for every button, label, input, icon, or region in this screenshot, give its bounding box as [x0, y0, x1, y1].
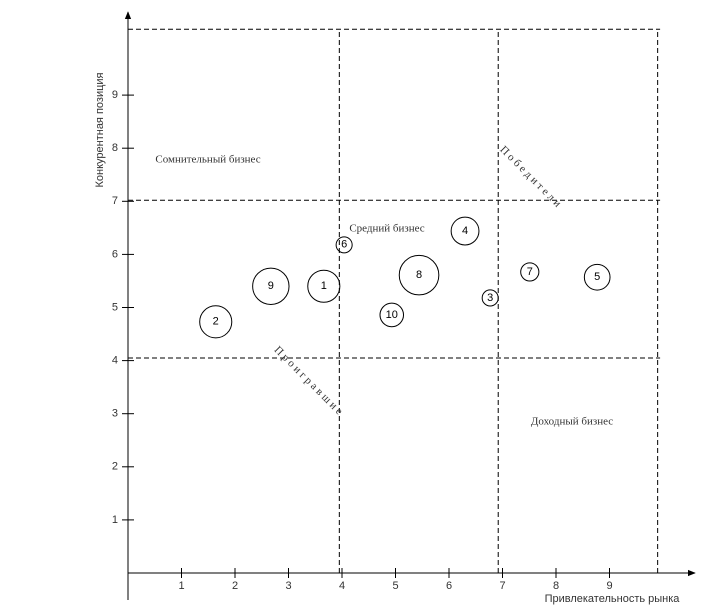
annotation: Сомнительный бизнес: [155, 154, 260, 166]
x-tick-label: 5: [392, 580, 398, 592]
annotation: Средний бизнес: [349, 223, 424, 235]
x-tick-label: 3: [285, 580, 291, 592]
y-axis-title: Конкурентная позиция: [94, 72, 106, 187]
bubble-label: 4: [462, 225, 468, 237]
y-tick-label: 2: [112, 461, 118, 473]
bubble: [307, 269, 341, 303]
bubble: [520, 262, 540, 282]
annotation: Доходный бизнес: [531, 416, 613, 428]
bubble-label: 8: [416, 269, 422, 281]
bubble-label: 10: [386, 309, 398, 321]
bubble-label: 1: [321, 280, 327, 292]
bubble: [199, 305, 233, 339]
x-tick-label: 4: [339, 580, 345, 592]
bubble: [450, 216, 480, 246]
x-tick-label: 8: [553, 580, 559, 592]
y-tick-label: 1: [112, 514, 118, 526]
bubble-label: 6: [341, 239, 347, 251]
y-tick-label: 4: [112, 355, 118, 367]
bubble: [481, 289, 499, 307]
bubble-label: 5: [594, 271, 600, 283]
y-tick-label: 7: [112, 195, 118, 207]
y-tick-label: 8: [112, 142, 118, 154]
bubble-label: 3: [487, 292, 493, 304]
bubble-label: 2: [213, 316, 219, 328]
bubble: [252, 267, 290, 305]
x-tick-label: 7: [499, 580, 505, 592]
annotation: П р о и г р а в ш и е: [272, 344, 345, 417]
y-tick-label: 5: [112, 301, 118, 313]
bubble: [335, 236, 353, 254]
x-axis-title: Привлекательность рынка: [545, 593, 681, 605]
y-tick-label: 6: [112, 248, 118, 260]
bubble-label: 9: [268, 280, 274, 292]
x-tick-label: 6: [446, 580, 452, 592]
x-tick-label: 9: [606, 580, 612, 592]
y-tick-label: 3: [112, 408, 118, 420]
bubble: [379, 302, 405, 328]
x-tick-label: 1: [178, 580, 184, 592]
x-tick-label: 2: [232, 580, 238, 592]
bubble-label: 7: [527, 266, 533, 278]
bubble: [398, 254, 440, 296]
y-tick-label: 9: [112, 89, 118, 101]
bubble: [583, 263, 611, 291]
